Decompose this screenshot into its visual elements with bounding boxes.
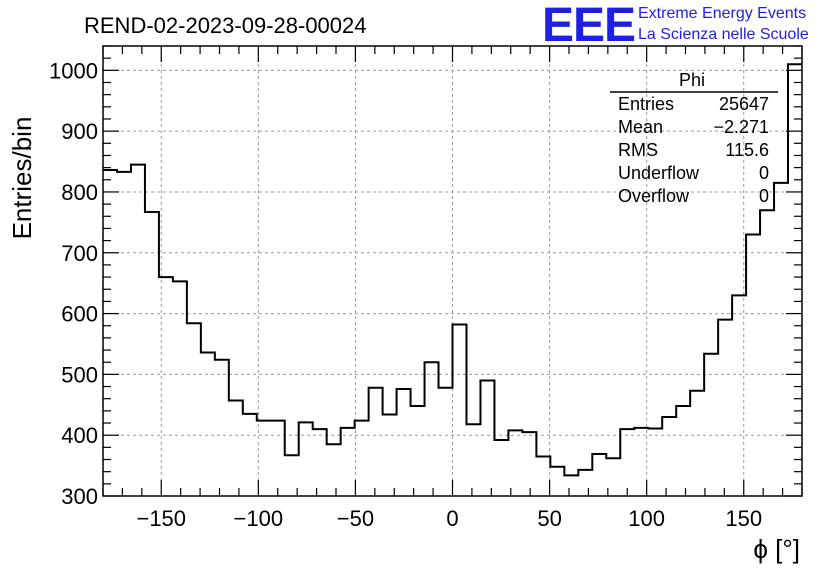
stats-value-entries: 25647 [719, 94, 769, 114]
stats-value-underflow: 0 [759, 163, 769, 183]
x-tick-label: −50 [337, 506, 374, 531]
stats-label-mean: Mean [618, 117, 663, 137]
x-axis-label: ϕ [°] [753, 534, 800, 564]
stats-value-rms: 115.6 [725, 140, 769, 160]
chart-title: REND-02-2023-09-28-00024 [84, 13, 367, 38]
stats-title: Phi [679, 70, 705, 90]
stats-label-entries: Entries [618, 94, 674, 114]
x-tick-label: −100 [234, 506, 284, 531]
x-tick-label: −150 [136, 506, 186, 531]
logo-line-2: La Scienza nelle Scuole [638, 26, 809, 43]
logo-line-1: Extreme Energy Events [638, 5, 806, 22]
y-tick-label: 800 [61, 180, 98, 205]
y-tick-label: 900 [61, 119, 98, 144]
stats-box: Phi Entries 25647 Mean −2.271 RMS 115.6 … [610, 70, 778, 206]
y-tick-label: 700 [61, 241, 98, 266]
stats-label-underflow: Underflow [618, 163, 700, 183]
grid-lines [103, 46, 802, 496]
y-tick-labels: 300 400 500 600 700 800 900 1000 [49, 58, 98, 509]
y-tick-label: 400 [61, 423, 98, 448]
y-axis-label: Entries/bin [7, 117, 37, 240]
x-tick-labels: −150 −100 −50 0 50 100 150 [136, 506, 762, 531]
y-tick-label: 500 [61, 362, 98, 387]
y-tick-label: 600 [61, 302, 98, 327]
stats-value-mean: −2.271 [713, 117, 769, 137]
y-tick-label: 1000 [49, 58, 98, 83]
histogram-series [103, 63, 802, 477]
x-tick-label: 50 [537, 506, 561, 531]
stats-value-overflow: 0 [759, 186, 769, 206]
stats-label-overflow: Overflow [618, 186, 690, 206]
axis-ticks [102, 45, 803, 497]
y-tick-label: 300 [61, 484, 98, 509]
x-tick-label: 150 [725, 506, 762, 531]
logo-mark: EEE [542, 0, 635, 52]
stats-label-rms: RMS [618, 140, 658, 160]
x-tick-label: 100 [628, 506, 665, 531]
eee-logo: EEE Extreme Energy Events La Scienza nel… [542, 0, 809, 52]
x-tick-label: 0 [446, 506, 458, 531]
